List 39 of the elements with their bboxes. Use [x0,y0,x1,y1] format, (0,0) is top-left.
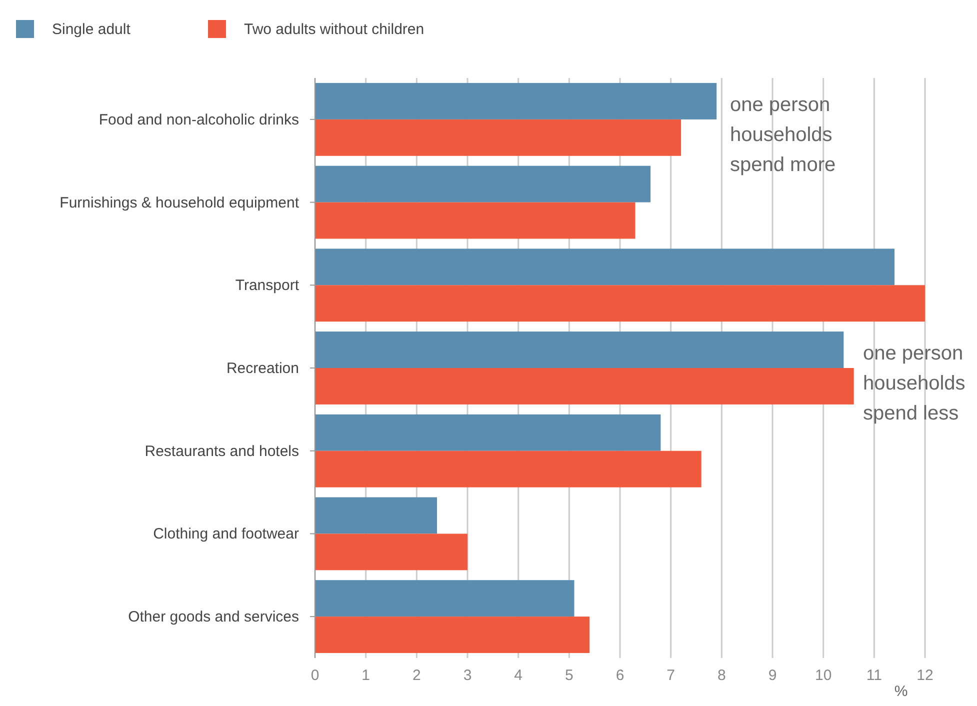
bar [315,202,636,239]
bar [315,82,717,120]
bar [315,119,681,156]
x-tick-label: 0 [310,667,320,684]
annotation: one person households spend less [863,342,966,425]
x-tick-label: 2 [412,667,421,684]
bar [315,368,854,404]
bar [315,285,925,322]
legend-label: Single adult [52,21,132,38]
bar [315,414,661,451]
x-tick-label: 6 [616,667,624,684]
y-tick-label: Food and non-alcoholic drinks [98,111,299,128]
legend-label: Two adults without children [244,21,424,38]
x-tick-label: 8 [717,667,726,684]
x-tick-label: 7 [666,667,676,684]
x-tick-label: 1 [362,667,370,684]
y-tick-label: Transport [235,277,300,294]
bar [315,580,574,617]
bar [315,450,702,488]
x-tick-label: 11 [866,667,882,684]
y-tick-label: Furnishings & household equipment [60,194,300,212]
y-tick-label: Restaurants and hotels [144,442,299,460]
x-tick-label: 4 [514,667,523,684]
y-tick-label: Clothing and footwear [153,526,299,543]
x-tick-label: 5 [564,667,574,684]
bar [315,497,437,534]
bar [315,616,590,654]
x-tick-label: 9 [768,667,777,684]
x-tick-label: 10 [814,667,832,684]
bar [315,534,468,570]
x-tick-label: 3 [463,667,472,684]
bar [315,166,650,202]
bar [315,248,894,286]
bar [315,332,844,368]
x-tick-label: 12 [916,667,934,684]
y-tick-label: Recreation [226,360,299,377]
y-tick-label: Other goods and services [128,608,299,626]
x-axis-title: % [894,683,908,700]
annotation: one person households spend more [730,94,836,176]
